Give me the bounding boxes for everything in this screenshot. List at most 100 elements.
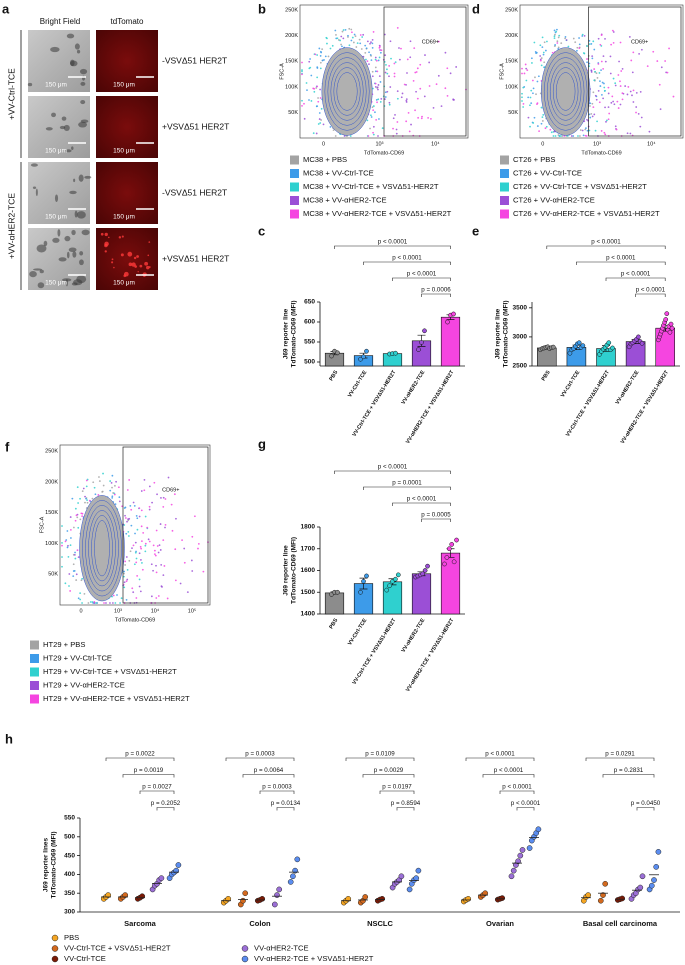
data-point [535, 826, 542, 833]
event-dot [600, 69, 602, 72]
event-dot [421, 115, 423, 118]
y-tick-label: 2500 [513, 363, 528, 370]
event-dot [366, 60, 369, 63]
event-dot [133, 563, 136, 566]
legend-label: CT26 + VV-Ctrl-TCE + VSVΔ51-HER2T [513, 182, 647, 191]
fluorescent-spot [118, 236, 122, 239]
event-dot [301, 61, 303, 64]
data-point [413, 875, 420, 882]
event-dot [153, 549, 156, 552]
event-dot [600, 93, 603, 96]
event-dot [372, 125, 375, 128]
fluorescent-spot [144, 261, 149, 266]
data-point [465, 895, 472, 902]
significance-bracket [259, 790, 295, 794]
event-dot [405, 98, 408, 101]
cell-cluster [58, 257, 67, 262]
data-point [335, 589, 340, 595]
event-dot [316, 67, 319, 69]
p-value: p < 0.0001 [606, 255, 636, 262]
event-dot [424, 54, 426, 56]
event-dot [586, 61, 588, 64]
cell-cluster [65, 149, 72, 153]
cell-cluster [71, 229, 76, 236]
event-dot [398, 58, 401, 61]
cell-cluster [80, 119, 89, 123]
event-dot [638, 53, 641, 55]
y-tick-label: 200K [505, 33, 518, 39]
data-point [345, 895, 352, 902]
event-dot [631, 71, 634, 74]
density-contour [549, 62, 582, 121]
event-dot [372, 105, 375, 107]
event-dot [135, 515, 138, 517]
event-dot [310, 100, 313, 102]
tdtomato-image [96, 228, 158, 290]
event-dot [130, 524, 133, 527]
event-dot [383, 98, 386, 101]
event-dot [155, 597, 158, 599]
data-point [240, 897, 246, 904]
event-dot [91, 497, 94, 500]
significance-bracket [499, 790, 535, 794]
p-value: p < 0.0001 [621, 271, 651, 278]
event-dot [607, 92, 610, 95]
event-dot [115, 480, 117, 483]
event-dot [659, 108, 662, 111]
x-tick-label: PBS [328, 369, 339, 382]
event-dot [556, 40, 559, 43]
legend-label: HT29 + VV-αHER2-TCE [43, 681, 125, 690]
event-dot [579, 129, 582, 131]
event-dot [136, 517, 139, 520]
event-dot [525, 67, 528, 70]
event-dot [605, 120, 607, 123]
event-dot [413, 47, 416, 50]
p-value: p = 0.0006 [421, 287, 451, 294]
event-dot [375, 99, 378, 101]
event-dot [612, 42, 615, 44]
event-dot [388, 101, 391, 104]
event-dot [315, 87, 318, 89]
event-dot [129, 550, 132, 553]
event-dot [191, 570, 194, 572]
event-dot [301, 69, 303, 71]
event-dot [155, 564, 157, 567]
event-dot [529, 104, 531, 107]
event-dot [179, 582, 182, 585]
event-dot [369, 127, 371, 130]
tdtomato-image [96, 162, 158, 224]
event-dot [359, 34, 362, 36]
legend-swatch [30, 654, 39, 663]
data-point [639, 340, 645, 346]
group-label: Sarcoma [124, 919, 157, 928]
event-dot [132, 591, 135, 594]
significance-bracket [396, 807, 415, 811]
event-dot [389, 40, 392, 43]
event-dot [377, 59, 380, 62]
event-dot [616, 100, 619, 103]
event-dot [85, 497, 87, 500]
event-dot [157, 595, 160, 597]
event-dot [376, 70, 379, 73]
event-dot [308, 60, 311, 63]
fluorescent-spot [133, 256, 137, 260]
event-dot [374, 56, 377, 59]
event-dot [366, 119, 369, 122]
event-dot [532, 122, 535, 124]
event-dot [354, 35, 357, 38]
event-dot [95, 602, 97, 604]
event-dot [66, 530, 69, 532]
event-dot [524, 63, 527, 66]
significance-bracket [225, 757, 295, 761]
y-tick-label: 100K [45, 541, 58, 547]
event-dot [400, 47, 402, 50]
p-value: p = 0.2052 [151, 800, 181, 807]
event-dot [112, 594, 115, 597]
event-dot [386, 68, 388, 71]
event-dot [140, 490, 143, 492]
event-dot [395, 132, 398, 135]
event-dot [116, 594, 118, 596]
event-dot [610, 43, 613, 46]
cell-cluster [79, 251, 84, 256]
